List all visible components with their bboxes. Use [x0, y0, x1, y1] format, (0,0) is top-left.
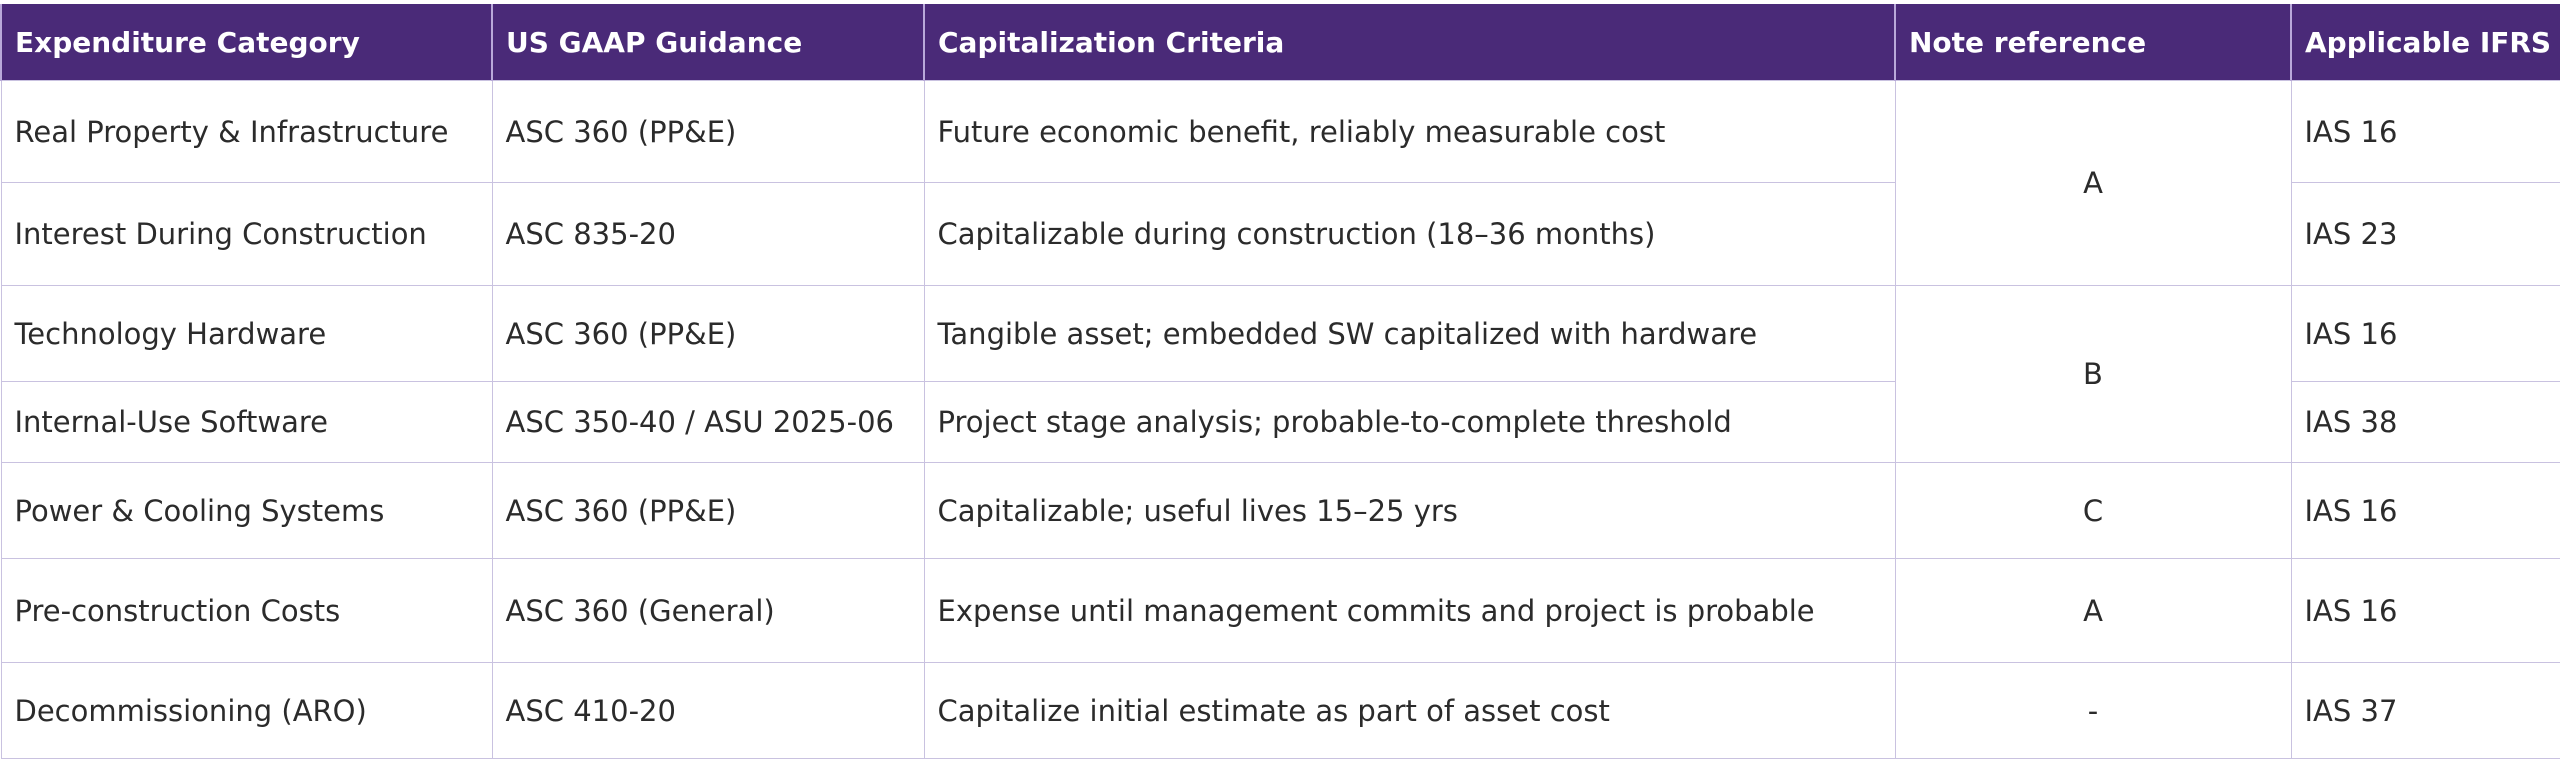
cell-criteria: Capitalize initial estimate as part of a…	[923, 662, 1896, 759]
cell-criteria: Project stage analysis; probable-to-comp…	[923, 381, 1896, 463]
cell-category: Decommissioning (ARO)	[0, 662, 493, 759]
cell-category: Pre-construction Costs	[0, 558, 493, 663]
table-row: Decommissioning (ARO) ASC 410-20 Capital…	[0, 662, 2560, 759]
cell-gaap: ASC 360 (PP&E)	[491, 285, 925, 382]
cell-gaap: ASC 835-20	[491, 182, 925, 286]
cell-gaap: ASC 410-20	[491, 662, 925, 759]
header-us-gaap-guidance: US GAAP Guidance	[491, 4, 925, 81]
cell-criteria: Capitalizable; useful lives 15–25 yrs	[923, 462, 1896, 559]
cell-gaap: ASC 360 (PP&E)	[491, 462, 925, 559]
table-row: Pre-construction Costs ASC 360 (General)…	[0, 558, 2560, 663]
table-row: Technology Hardware ASC 360 (PP&E) Tangi…	[0, 285, 2560, 463]
table-row: Power & Cooling Systems ASC 360 (PP&E) C…	[0, 462, 2560, 559]
header-capitalization-criteria: Capitalization Criteria	[923, 4, 1896, 81]
cell-ifrs: IAS 16	[2290, 462, 2560, 559]
cell-note-reference: A	[1894, 558, 2292, 663]
table-row: Interest During Construction ASC 835-20 …	[0, 182, 2560, 286]
header-applicable-ifrs: Applicable IFRS	[2290, 4, 2560, 81]
table-row: Internal-Use Software ASC 350-40 / ASU 2…	[0, 381, 2560, 463]
cell-gaap: ASC 360 (General)	[491, 558, 925, 663]
header-note-reference: Note reference	[1894, 4, 2292, 81]
table-body: Real Property & Infrastructure ASC 360 (…	[0, 80, 2560, 759]
header-row: Expenditure Category US GAAP Guidance Ca…	[0, 4, 2560, 81]
cell-criteria: Expense until management commits and pro…	[923, 558, 1896, 663]
cell-gaap: ASC 350-40 / ASU 2025-06	[491, 381, 925, 463]
capitalization-table: Expenditure Category US GAAP Guidance Ca…	[0, 4, 2560, 759]
cell-note-reference: C	[1894, 462, 2292, 559]
cell-ifrs: IAS 16	[2290, 285, 2560, 382]
cell-criteria: Capitalizable during construction (18–36…	[923, 182, 1896, 286]
cell-criteria: Tangible asset; embedded SW capitalized …	[923, 285, 1896, 382]
cell-note-reference: A	[1894, 80, 2292, 286]
cell-category: Interest During Construction	[0, 182, 493, 286]
cell-category: Internal-Use Software	[0, 381, 493, 463]
cell-note-reference: B	[1894, 285, 2292, 463]
cell-ifrs: IAS 16	[2290, 558, 2560, 663]
cell-ifrs: IAS 38	[2290, 381, 2560, 463]
cell-gaap: ASC 360 (PP&E)	[491, 80, 925, 183]
cell-category: Technology Hardware	[0, 285, 493, 382]
cell-ifrs: IAS 23	[2290, 182, 2560, 286]
table-row: Real Property & Infrastructure ASC 360 (…	[0, 80, 2560, 286]
header-expenditure-category: Expenditure Category	[0, 4, 493, 81]
cell-ifrs: IAS 16	[2290, 80, 2560, 183]
table-header: Expenditure Category US GAAP Guidance Ca…	[0, 4, 2560, 81]
cell-note-reference: -	[1894, 662, 2292, 759]
cell-category: Power & Cooling Systems	[0, 462, 493, 559]
cell-criteria: Future economic benefit, reliably measur…	[923, 80, 1896, 183]
cell-category: Real Property & Infrastructure	[0, 80, 493, 183]
cell-ifrs: IAS 37	[2290, 662, 2560, 759]
